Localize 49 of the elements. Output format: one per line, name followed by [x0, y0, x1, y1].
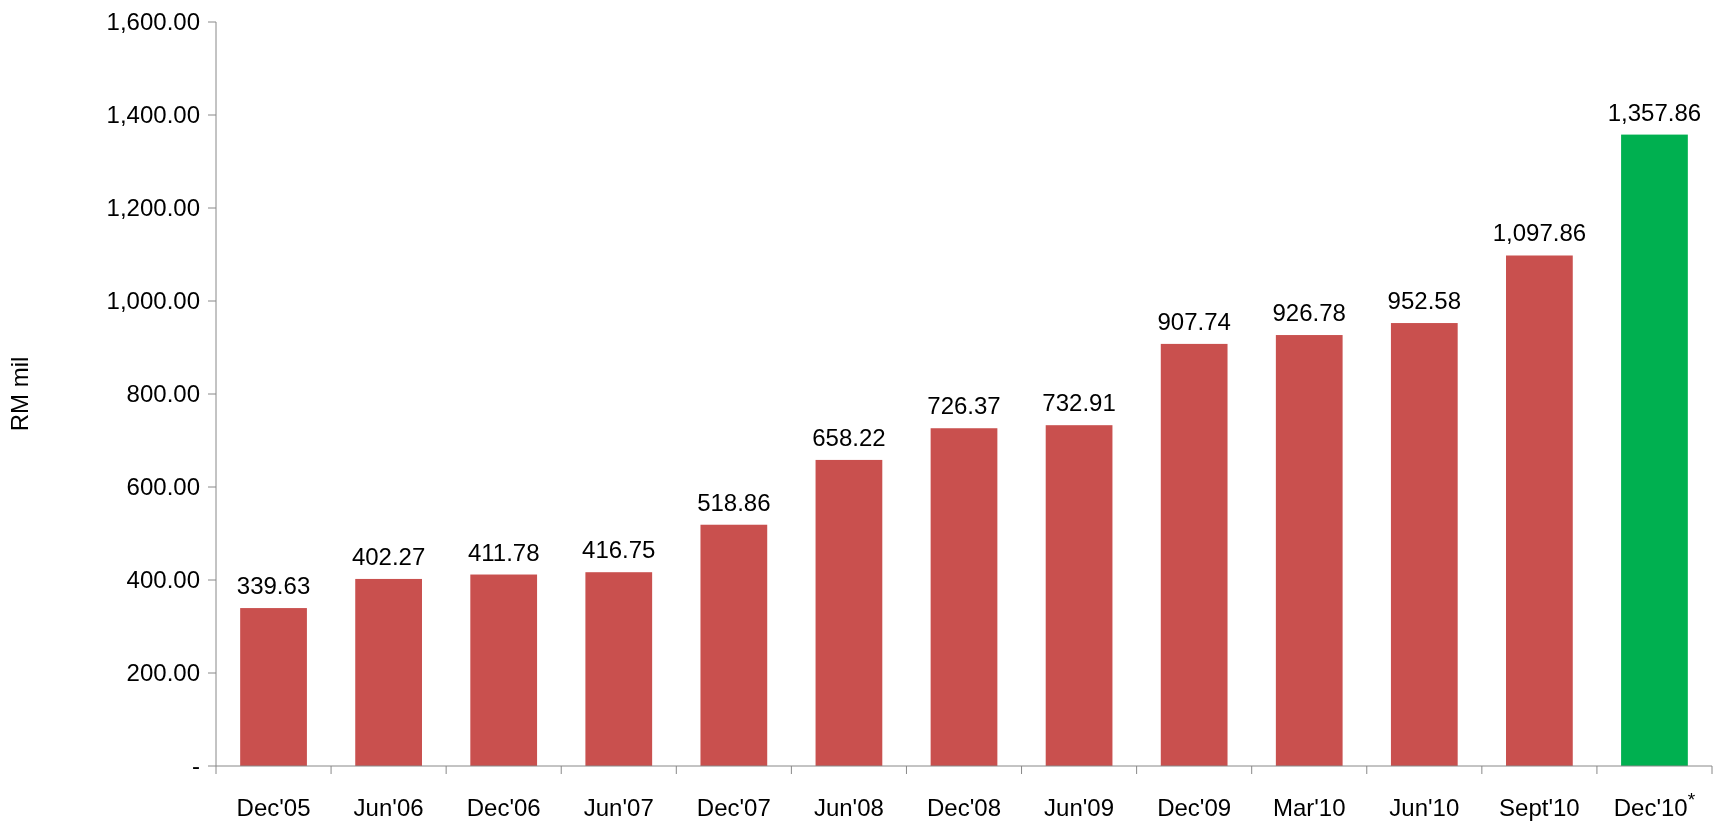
bar: [1275, 335, 1343, 766]
y-tick-label: 600.00: [126, 473, 200, 501]
data-label: 402.27: [351, 542, 426, 570]
data-label: 952.58: [1387, 287, 1462, 315]
bar: [700, 524, 768, 766]
y-tick-label: 800.00: [126, 380, 200, 408]
bar: [1621, 134, 1688, 766]
y-tick-label: 400.00: [126, 566, 200, 594]
data-label: 907.74: [1157, 307, 1231, 335]
x-tick-label: Dec'06: [466, 794, 541, 821]
data-label: 726.37: [927, 392, 1001, 420]
x-tick-label: Dec'08: [927, 794, 1001, 821]
x-tick-label: Jun'07: [583, 794, 654, 821]
data-label: 1,097.86: [1492, 219, 1587, 247]
bar: [585, 572, 653, 766]
x-tick-label: Jun'10: [1389, 794, 1460, 821]
y-tick-label: 1,400.00: [106, 101, 200, 129]
bar: [1160, 343, 1228, 766]
bar: [355, 578, 422, 766]
data-label: 518.86: [697, 488, 771, 516]
x-tick-label: Dec'10$^{*}$: [1613, 788, 1696, 821]
data-label: 411.78: [467, 538, 540, 566]
x-tick-label: Jun'08: [813, 794, 884, 821]
x-tick-label: Jun'06: [353, 794, 424, 821]
data-label: 658.22: [812, 423, 886, 451]
y-tick-label: -: [192, 752, 200, 780]
x-tick-label: Jun'09: [1044, 794, 1115, 821]
y-tick-label: 1,000.00: [106, 287, 200, 315]
data-label: 416.75: [582, 536, 656, 564]
x-tick-label: Sept'10: [1499, 794, 1580, 821]
y-axis-title: RM mil: [6, 356, 33, 432]
bar: [1390, 323, 1458, 766]
bar: [470, 574, 538, 766]
bar: [815, 459, 883, 766]
data-label: 339.63: [236, 572, 311, 600]
data-label: 1,357.86: [1607, 98, 1702, 126]
y-tick-label: 1,200.00: [106, 194, 200, 222]
bar: [240, 608, 307, 766]
x-tick-label: Dec'05: [236, 794, 311, 821]
bar: [1045, 425, 1113, 766]
x-tick-label: Dec'09: [1157, 794, 1232, 821]
x-tick-label: Mar'10: [1272, 794, 1346, 821]
y-tick-label: 200.00: [126, 659, 200, 687]
data-label: 732.91: [1042, 389, 1116, 417]
data-label: 926.78: [1272, 299, 1346, 327]
x-tick-label: Dec'07: [696, 794, 771, 821]
bar: [930, 428, 998, 766]
y-tick-label: 1,600.00: [106, 8, 200, 36]
bar: [1506, 255, 1573, 766]
